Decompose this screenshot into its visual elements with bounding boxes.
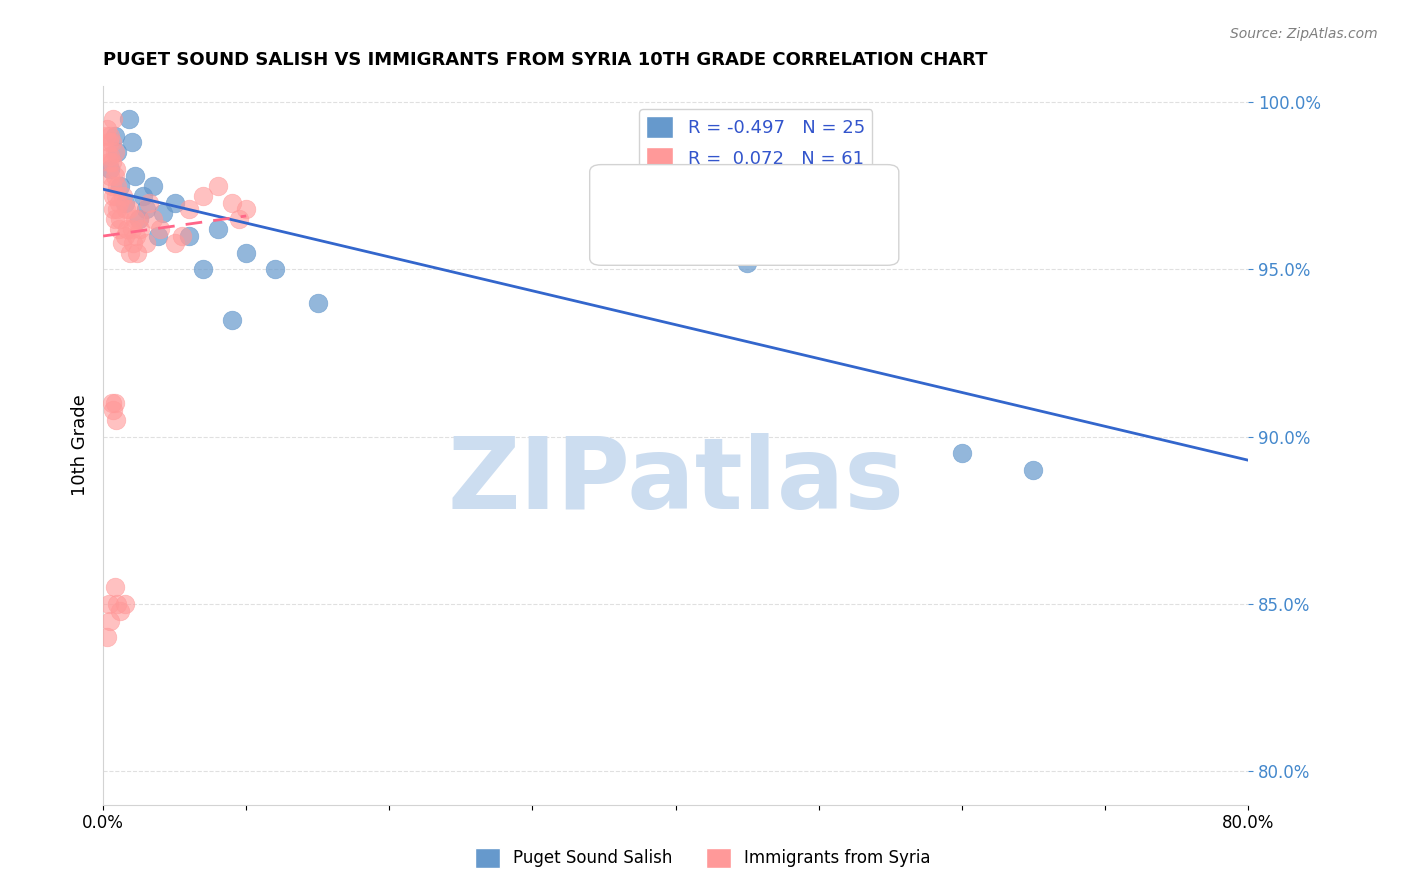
Point (103, 128, 125, 143)
Text: PUGET SOUND SALISH VS IMMIGRANTS FROM SYRIA 10TH GRADE CORRELATION CHART: PUGET SOUND SALISH VS IMMIGRANTS FROM SY… (103, 51, 987, 69)
Point (103, 580, 125, 594)
Point (112, 189, 135, 203)
Point (118, 202, 141, 217)
Point (152, 205, 174, 219)
Point (98, 614, 121, 628)
Point (221, 312, 243, 326)
Point (125, 229, 148, 244)
Point (110, 212, 132, 227)
Point (105, 189, 128, 203)
Point (118, 112, 141, 126)
Point (98, 128, 121, 143)
Point (135, 235, 157, 250)
Point (132, 189, 155, 203)
Point (114, 597, 136, 611)
Text: ZIPatlas: ZIPatlas (447, 433, 904, 530)
Point (128, 212, 150, 227)
Point (149, 222, 172, 236)
Point (105, 162, 128, 177)
Legend: Puget Sound Salish, Immigrants from Syria: Puget Sound Salish, Immigrants from Syri… (468, 841, 938, 875)
Point (228, 212, 250, 227)
Point (96, 145, 118, 160)
Point (101, 189, 124, 203)
Point (110, 604, 132, 618)
Point (163, 235, 186, 250)
Point (94, 128, 117, 143)
Point (121, 222, 143, 236)
Point (100, 136, 122, 150)
Point (207, 222, 229, 236)
Point (103, 212, 125, 227)
Point (120, 245, 142, 260)
Point (1022, 463, 1045, 477)
Point (97, 597, 120, 611)
Point (96, 631, 118, 645)
Point (105, 413, 128, 427)
Point (114, 229, 136, 244)
Point (127, 245, 149, 260)
Y-axis label: 10th Grade: 10th Grade (72, 394, 89, 496)
Point (128, 212, 150, 227)
Point (101, 202, 124, 217)
Point (111, 235, 134, 250)
Point (263, 262, 285, 277)
Point (108, 195, 131, 210)
Point (135, 202, 157, 217)
Point (97, 136, 120, 150)
Point (100, 396, 122, 410)
Point (115, 202, 138, 217)
Point (146, 229, 169, 244)
Point (124, 169, 146, 183)
Legend: R = -0.497   N = 25, R =  0.072   N = 61: R = -0.497 N = 25, R = 0.072 N = 61 (640, 109, 872, 177)
Point (107, 178, 129, 193)
Point (307, 296, 329, 310)
Point (950, 446, 973, 460)
Point (101, 112, 124, 126)
Point (97, 155, 120, 169)
Point (110, 178, 132, 193)
FancyBboxPatch shape (589, 165, 898, 265)
Point (114, 195, 136, 210)
Point (107, 202, 129, 217)
Point (124, 212, 146, 227)
Point (163, 195, 186, 210)
Point (177, 229, 200, 244)
Point (235, 202, 257, 217)
Point (129, 222, 152, 236)
Point (177, 202, 200, 217)
Point (98, 149, 121, 163)
Point (100, 178, 122, 193)
Text: Source: ZipAtlas.com: Source: ZipAtlas.com (1230, 27, 1378, 41)
Point (98, 162, 121, 177)
Point (122, 235, 145, 250)
Point (235, 245, 257, 260)
Point (735, 256, 758, 270)
Point (142, 178, 165, 193)
Point (103, 396, 125, 410)
Point (117, 222, 139, 236)
Point (100, 155, 122, 169)
Point (98, 169, 121, 183)
Point (121, 136, 143, 150)
Point (207, 178, 229, 193)
Point (193, 189, 215, 203)
Point (96, 122, 118, 136)
Point (193, 262, 215, 277)
Point (107, 597, 129, 611)
Point (103, 145, 125, 160)
Point (101, 403, 124, 417)
Point (221, 195, 243, 210)
Point (107, 145, 129, 160)
Point (108, 222, 131, 236)
Point (103, 169, 125, 183)
Point (142, 212, 165, 227)
Point (138, 195, 160, 210)
Point (170, 229, 193, 244)
